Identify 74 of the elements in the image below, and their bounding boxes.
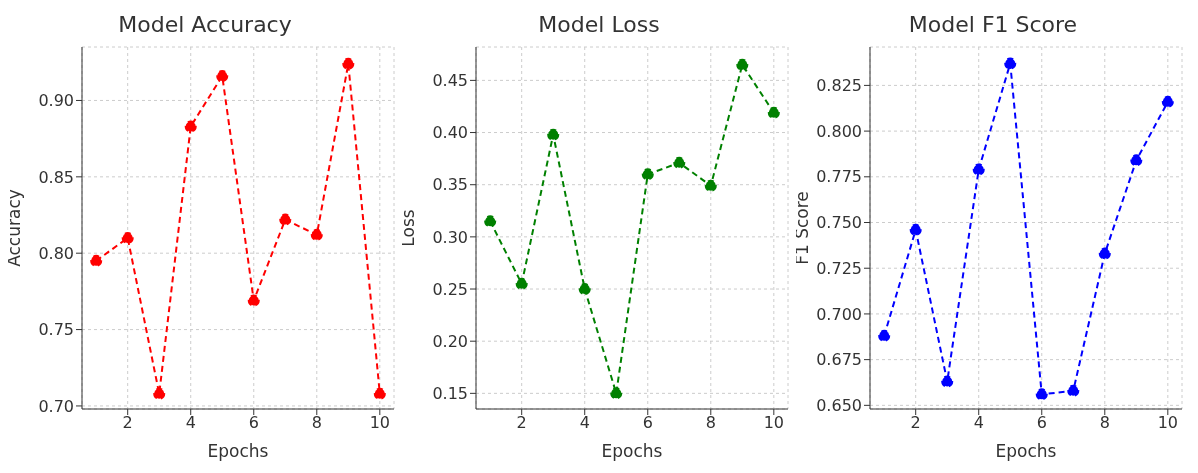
y-tick-label: 0.700 [816, 304, 862, 324]
y-tick-label: 0.825 [816, 76, 862, 96]
x-tick-label: 8 [705, 413, 716, 433]
point [578, 283, 591, 296]
y-tick-label: 0.650 [816, 396, 862, 416]
x-tick-label: 2 [910, 413, 921, 433]
point [673, 156, 686, 169]
point [184, 120, 197, 133]
point [704, 179, 717, 192]
y-tick-label: 0.80 [38, 243, 74, 263]
point [373, 387, 386, 400]
y-tick-label: 0.45 [432, 71, 468, 91]
chart-title: Model F1 Score [907, 11, 1079, 39]
point [972, 163, 985, 176]
y-tick-label: 0.20 [432, 331, 468, 351]
y-tick-label: 0.750 [816, 213, 862, 233]
x-tick-label: 4 [579, 413, 590, 433]
point [153, 387, 166, 400]
x-tick-label: 10 [369, 413, 390, 433]
point [342, 57, 355, 70]
y-tick-label: 0.800 [816, 121, 862, 141]
x-axis-title: Epochs [995, 441, 1057, 461]
point [1067, 384, 1080, 397]
x-tick-label: 8 [311, 413, 322, 433]
x-axis-title: Epochs [207, 441, 269, 461]
y-axis-title: Accuracy [4, 189, 25, 267]
point [1130, 154, 1143, 167]
x-tick-label: 10 [763, 413, 784, 433]
y-tick-label: 0.30 [432, 227, 468, 247]
chart-title: Model Loss [537, 11, 661, 39]
y-tick-label: 0.35 [432, 175, 468, 195]
x-tick-label: 10 [1157, 413, 1178, 433]
point [90, 254, 103, 267]
y-tick-label: 0.15 [432, 384, 468, 404]
point [1098, 247, 1111, 260]
x-tick-label: 2 [122, 413, 133, 433]
point [941, 375, 954, 388]
point [279, 213, 292, 226]
y-tick-label: 0.40 [432, 123, 468, 143]
point [767, 106, 780, 119]
y-tick-label: 0.90 [38, 91, 74, 111]
point [909, 223, 922, 236]
point [641, 168, 654, 181]
x-axis-title: Epochs [601, 441, 663, 461]
x-tick-label: 4 [973, 413, 984, 433]
y-axis-title: Loss [398, 209, 419, 247]
y-tick-label: 0.75 [38, 320, 74, 340]
y-tick-label: 0.725 [816, 258, 862, 278]
y-tick-label: 0.85 [38, 167, 74, 187]
point [484, 215, 497, 228]
point [547, 128, 560, 141]
x-tick-label: 6 [642, 413, 653, 433]
y-axis-title: F1 Score [792, 191, 813, 265]
point [1004, 57, 1017, 70]
y-tick-label: 0.675 [816, 350, 862, 370]
point [216, 70, 229, 83]
x-tick-label: 8 [1099, 413, 1110, 433]
x-tick-label: 4 [185, 413, 196, 433]
point [878, 329, 891, 342]
point [1161, 95, 1174, 108]
chart-title: Model Accuracy [117, 11, 293, 39]
point [310, 228, 323, 241]
y-tick-label: 0.25 [432, 279, 468, 299]
point [1035, 388, 1048, 401]
point [610, 387, 623, 400]
point [121, 231, 134, 244]
point [736, 58, 749, 71]
point [247, 294, 260, 307]
y-tick-label: 0.70 [38, 396, 74, 416]
y-tick-label: 0.775 [816, 167, 862, 187]
x-tick-label: 6 [248, 413, 259, 433]
point [515, 277, 528, 290]
x-tick-label: 2 [516, 413, 527, 433]
x-tick-label: 6 [1036, 413, 1047, 433]
